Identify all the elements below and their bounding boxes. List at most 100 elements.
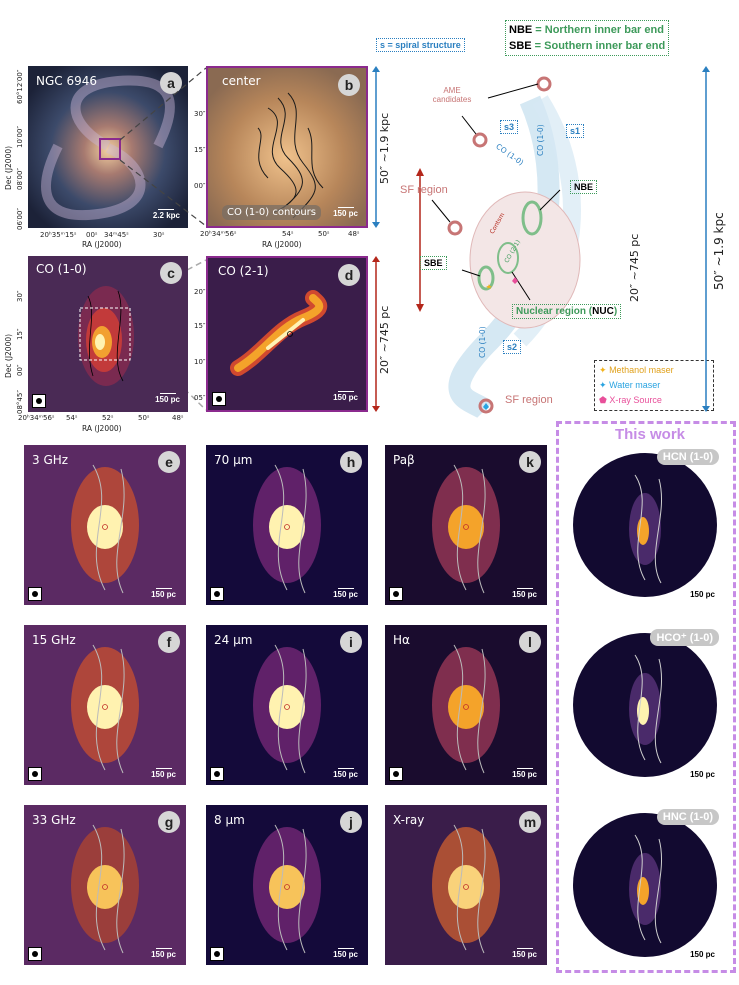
panel-d-beam xyxy=(212,392,226,406)
panel-m: X-ray m 150 pc xyxy=(385,805,547,965)
legend-nbe-key: NBE xyxy=(509,24,533,36)
water-icon: ✦ xyxy=(599,380,607,390)
panel-a-xtick-3: 34ᵐ45ˢ xyxy=(104,231,129,239)
panel-l-letter: l xyxy=(519,631,541,653)
panel-c-xtick-3: 52ˢ xyxy=(102,414,114,422)
schematic-diagram xyxy=(416,76,581,419)
panel-d-ytick-3: 10″ xyxy=(194,358,206,366)
legend-nbe-text: = Northern inner bar end xyxy=(532,24,664,36)
panel-f-letter: f xyxy=(158,631,180,653)
co21-image xyxy=(208,258,366,410)
ame-label: AME candidates xyxy=(432,86,472,104)
panel-c: CO (1-0) c 150 pc xyxy=(28,256,188,412)
size-label-small-mid: 20″ ~745 pc xyxy=(628,233,641,302)
panel-l-scale: 150 pc xyxy=(512,770,537,779)
panel-d-ytick-2: 15″ xyxy=(194,322,206,330)
nbe-box: NBE xyxy=(570,180,598,194)
panel-g: 33 GHz g 150 pc xyxy=(24,805,186,965)
nuc-suffix: ) xyxy=(613,306,618,317)
center-image xyxy=(208,68,366,226)
panel-i: 24 μm i 150 pc xyxy=(206,625,368,785)
panel-k-beam xyxy=(389,587,403,601)
panel-d-scale: 150 pc xyxy=(333,393,358,402)
panel-hnc: HNC (1-0) 150 pc xyxy=(565,805,725,965)
panel-e-title: 3 GHz xyxy=(32,453,69,467)
panel-hnc-scale: 150 pc xyxy=(690,950,715,959)
panel-a-xlabel: RA (J2000) xyxy=(82,240,122,249)
this-work-label: This work xyxy=(614,426,685,443)
panel-b-xtick-1: 20ʰ34ᵐ56ˢ xyxy=(200,230,237,238)
panel-hnc-title: HNC (1-0) xyxy=(656,809,719,825)
xray-source: X-ray Source xyxy=(609,395,662,405)
panel-d-ytick-1: 20″ xyxy=(194,288,206,296)
size-arrow-right xyxy=(702,66,710,412)
panel-i-title: 24 μm xyxy=(214,633,253,647)
panel-k-letter: k xyxy=(519,451,541,473)
panel-i-scale: 150 pc xyxy=(333,770,358,779)
nuc-prefix: Nuclear region ( xyxy=(516,306,593,317)
panel-g-beam xyxy=(28,947,42,961)
spiral-s3: s3 xyxy=(500,120,519,134)
panel-c-ylabel: Dec (J2000) xyxy=(4,333,13,378)
panel-c-xtick-5: 48ˢ xyxy=(172,414,184,422)
legend-spiral-text: s = spiral structure xyxy=(380,40,461,50)
panel-l-image xyxy=(385,625,547,785)
panel-e: 3 GHz e 150 pc xyxy=(24,445,186,605)
panel-h-scale: 150 pc xyxy=(333,590,358,599)
panel-b-xtick-4: 48ˢ xyxy=(348,230,360,238)
panel-c-letter: c xyxy=(160,262,182,284)
panel-m-scale: 150 pc xyxy=(512,950,537,959)
spiral-s2: s2 xyxy=(503,340,522,354)
panel-e-image xyxy=(24,445,186,605)
panel-j-image xyxy=(206,805,368,965)
galaxy-image xyxy=(28,66,188,228)
panel-hco-image xyxy=(565,625,725,785)
panel-j-beam xyxy=(210,947,224,961)
panel-d-letter: d xyxy=(338,264,360,286)
xray-icon: ⬟ xyxy=(599,395,607,405)
panel-hco-title: HCO⁺ (1-0) xyxy=(650,629,719,646)
panel-e-scale: 150 pc xyxy=(151,590,176,599)
panel-b-ytick-2: 15″ xyxy=(194,146,206,154)
sbe-box: SBE xyxy=(420,256,447,270)
panel-a-xtick-1: 20ʰ35ᵐ15ˢ xyxy=(40,231,77,239)
panel-g-image xyxy=(24,805,186,965)
panel-b-scale: 150 pc xyxy=(333,209,358,218)
panel-h-image xyxy=(206,445,368,605)
maser-legend: ✦ Methanol maser ✦ Water maser ⬟ X-ray S… xyxy=(594,360,714,411)
panel-a-title: NGC 6946 xyxy=(36,74,98,88)
panel-b-ytick-1: 30″ xyxy=(194,110,206,118)
size-arrows-left xyxy=(372,66,380,412)
legend-spiral: s = spiral structure xyxy=(376,38,465,52)
panel-b-letter: b xyxy=(338,74,360,96)
panel-c-title: CO (1-0) xyxy=(36,262,87,276)
panel-l-title: Hα xyxy=(393,633,410,647)
panel-g-letter: g xyxy=(158,811,180,833)
panel-hcn: HCN (1-0) 150 pc xyxy=(565,445,725,605)
panel-a-letter: a xyxy=(160,72,182,94)
panel-j-letter: j xyxy=(340,811,362,833)
panel-hcn-image xyxy=(565,445,725,605)
panel-a: NGC 6946 a 2.2 kpc xyxy=(28,66,188,228)
sf-region-top: SF region xyxy=(400,184,448,196)
panel-k-title: Paβ xyxy=(393,453,415,467)
panel-c-ytick-1: 30″ xyxy=(16,290,24,302)
panel-b-note: CO (1-0) contours xyxy=(222,205,321,220)
panel-k-scale: 150 pc xyxy=(512,590,537,599)
panel-d-ytick-4: 05″ xyxy=(194,394,206,402)
panel-b-xlabel: RA (J2000) xyxy=(262,240,302,249)
panel-c-xtick-1: 20ʰ34ᵐ56ˢ xyxy=(18,414,55,422)
panel-h: 70 μm h 150 pc xyxy=(206,445,368,605)
panel-b-xtick-2: 54ˢ xyxy=(282,230,294,238)
panel-h-beam xyxy=(210,587,224,601)
panel-l-beam xyxy=(389,767,403,781)
panel-e-beam xyxy=(28,587,42,601)
size-label-big-right: 50″ ~1.9 kpc xyxy=(712,212,726,290)
nuc-key: NUC xyxy=(592,306,614,317)
panel-i-letter: i xyxy=(340,631,362,653)
co10-label-c: CO (1-0) xyxy=(478,326,487,358)
panel-b-xtick-3: 50ˢ xyxy=(318,230,330,238)
panel-c-xtick-2: 54ˢ xyxy=(66,414,78,422)
panel-h-letter: h xyxy=(340,451,362,473)
panel-e-letter: e xyxy=(158,451,180,473)
